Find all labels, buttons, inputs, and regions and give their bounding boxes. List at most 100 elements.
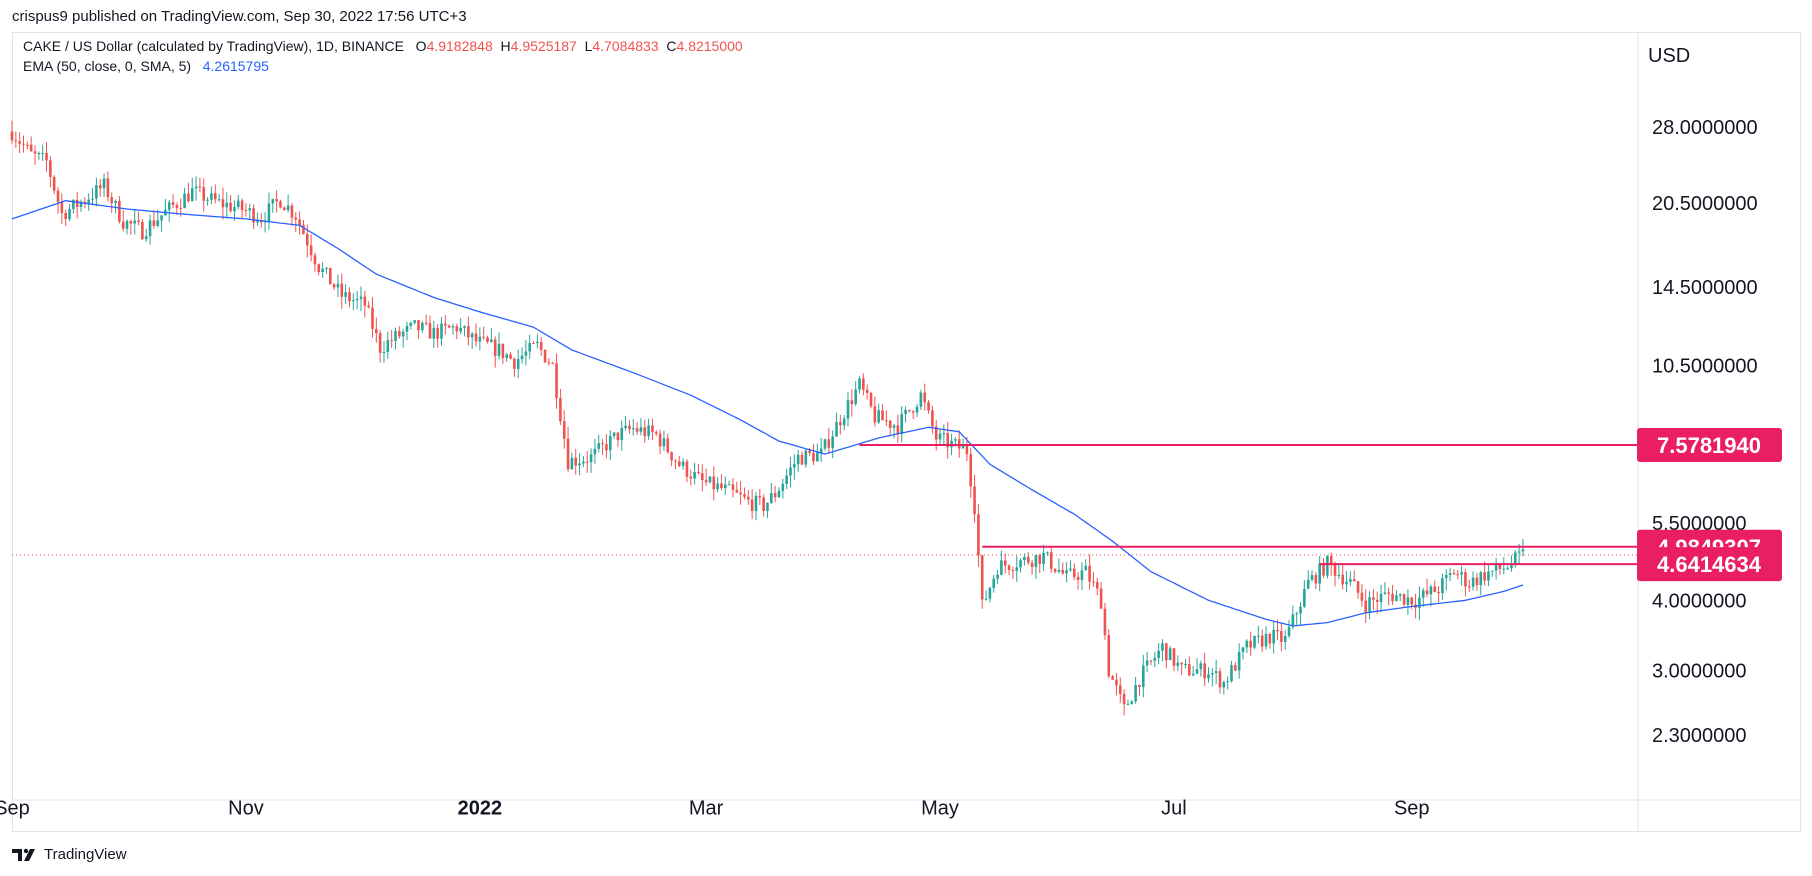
candle-body: [206, 199, 209, 201]
candle-body: [1379, 593, 1383, 602]
candle-body: [390, 340, 393, 342]
candle-body: [934, 426, 938, 440]
candle-body: [1368, 597, 1371, 612]
candle-body: [988, 587, 992, 599]
candle-body: [106, 178, 110, 198]
candle-body: [236, 200, 240, 208]
candle-body: [570, 457, 574, 470]
candle-body: [1157, 650, 1160, 659]
ema-line: [11, 199, 1524, 627]
candle-body: [720, 483, 723, 489]
candle-body: [1226, 681, 1229, 683]
candle-body: [1441, 578, 1444, 594]
candle-body: [1222, 682, 1226, 688]
candle-body: [1306, 579, 1310, 589]
candle-body: [869, 392, 873, 407]
candle-body: [1118, 685, 1122, 694]
candle-body: [398, 331, 401, 337]
candle-body: [509, 354, 512, 359]
candle-body: [1069, 568, 1072, 571]
candle-body: [938, 433, 942, 440]
candle-body: [873, 406, 877, 423]
candle-body: [348, 292, 351, 302]
candle-body: [1326, 556, 1329, 576]
candle-body: [256, 221, 259, 223]
candle-body: [1498, 563, 1502, 570]
candle-body: [954, 439, 957, 441]
candle-body: [447, 325, 451, 328]
tradingview-logo-icon: [12, 848, 35, 861]
open-label: O: [415, 38, 427, 54]
candle-body: [620, 428, 624, 441]
candle-body: [421, 322, 424, 331]
candle-body: [1464, 572, 1467, 587]
candle-body: [98, 185, 102, 189]
tradingview-brand[interactable]: TradingView: [12, 846, 127, 863]
candle-body: [1092, 581, 1095, 583]
candle-body: [486, 337, 489, 343]
candle-body: [1165, 643, 1168, 661]
candle-body: [156, 220, 160, 226]
candle-body: [628, 425, 631, 430]
candle-body: [1287, 626, 1291, 637]
candle-body: [309, 245, 313, 256]
candle-body: [1364, 600, 1368, 612]
candle-body: [325, 267, 328, 269]
candle-body: [29, 144, 33, 152]
candle-body: [1517, 551, 1521, 553]
candle-body: [83, 201, 87, 204]
candle-body: [758, 495, 762, 498]
candle-body: [305, 233, 309, 246]
candle-body: [957, 439, 961, 449]
candle-body: [766, 502, 769, 512]
candle-body: [175, 204, 179, 208]
candle-body: [302, 225, 305, 234]
candle-body: [160, 215, 163, 221]
candle-body: [1103, 608, 1107, 636]
candle-body: [708, 476, 712, 483]
candle-body: [927, 402, 930, 411]
candle-body: [1487, 571, 1490, 581]
candle-body: [812, 452, 815, 462]
candle-body: [1391, 593, 1394, 602]
candle-body: [1234, 665, 1237, 671]
candle-body: [842, 418, 846, 426]
candle-body: [1203, 663, 1206, 679]
candle-body: [1184, 664, 1187, 666]
level-price-tag: [1637, 427, 1782, 462]
candle-body: [1030, 562, 1034, 568]
price-tick-label: 3.0000000: [1652, 660, 1747, 682]
candle-body: [375, 328, 378, 333]
candle-body: [1260, 635, 1264, 647]
price-tick-label: 5.5000000: [1652, 513, 1747, 535]
candle-body: [965, 445, 969, 455]
candle-body: [961, 445, 965, 449]
candle-body: [693, 471, 696, 479]
candle-body: [137, 220, 140, 222]
price-tick-label: 10.5000000: [1652, 356, 1758, 378]
candle-body: [52, 176, 56, 191]
candle-body: [1291, 614, 1295, 627]
candle-body: [440, 323, 443, 339]
candle-body: [41, 152, 44, 154]
time-tick-label: 2022: [458, 797, 503, 819]
candle-body: [1176, 662, 1180, 666]
candle-body: [735, 489, 739, 493]
candle-body: [731, 484, 735, 490]
candle-body: [1283, 636, 1287, 642]
candle-body: [543, 349, 547, 363]
candle-body: [248, 208, 252, 211]
candle-body: [1053, 568, 1057, 572]
candle-body: [332, 284, 336, 288]
candle-body: [900, 414, 903, 435]
candle-body: [574, 457, 578, 466]
candle-body: [1483, 572, 1486, 581]
candle-body: [605, 444, 608, 451]
candle-body: [1084, 565, 1088, 571]
candle-body: [340, 283, 344, 297]
candle-body: [697, 471, 700, 474]
candle-body: [589, 454, 593, 463]
candle-body: [1444, 574, 1448, 579]
candle-body: [1088, 565, 1091, 582]
